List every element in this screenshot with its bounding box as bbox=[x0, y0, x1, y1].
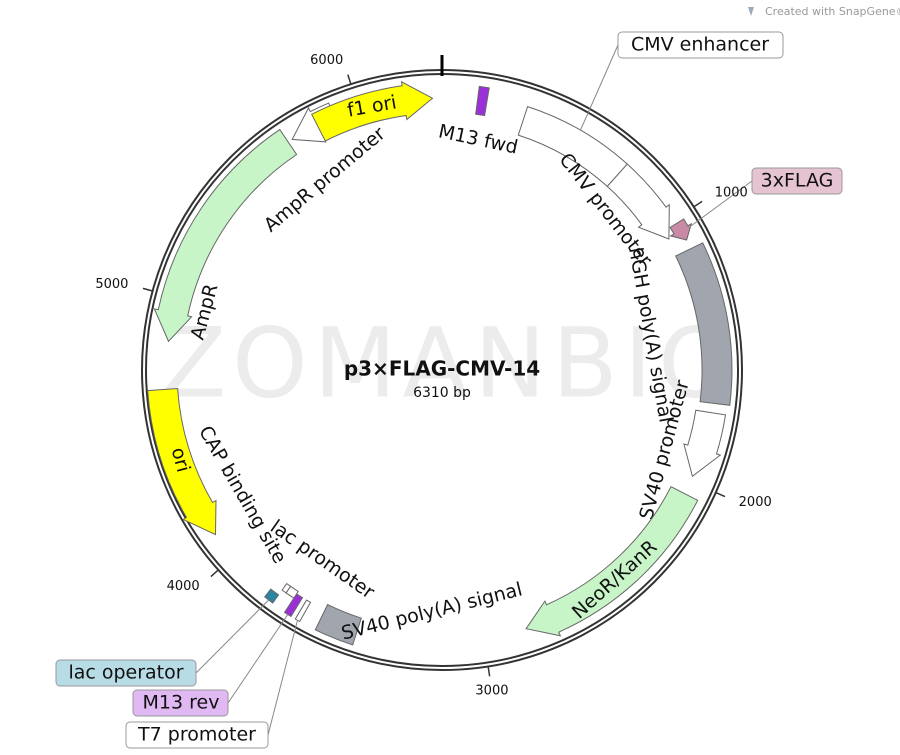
label-box bbox=[751, 167, 843, 195]
feature bbox=[675, 242, 733, 406]
label-box bbox=[125, 721, 269, 749]
leader-line bbox=[195, 599, 270, 674]
feature bbox=[263, 588, 280, 604]
watermark: ZOMANBIO bbox=[160, 307, 739, 419]
leader-line bbox=[267, 620, 298, 736]
feature bbox=[311, 80, 434, 142]
tick-label: 5000 bbox=[95, 277, 128, 292]
tick-mark bbox=[210, 569, 219, 578]
credit-icon bbox=[748, 7, 754, 16]
feature-label: T7 promoter bbox=[137, 724, 256, 746]
feature bbox=[281, 582, 292, 594]
plasmid-size: 6310 bp bbox=[413, 385, 471, 401]
credit: Created with SnapGene® bbox=[765, 5, 900, 18]
feature-label: M13 rev bbox=[143, 692, 220, 714]
plasmid-name: p3×FLAG-CMV-14 bbox=[344, 357, 540, 381]
feature bbox=[669, 218, 693, 241]
feature bbox=[294, 599, 312, 623]
leader-line bbox=[227, 614, 289, 704]
feature-label: 3xFLAG bbox=[761, 170, 834, 192]
tick-mark bbox=[142, 287, 153, 292]
tick-mark bbox=[487, 666, 491, 677]
tick-mark bbox=[693, 200, 703, 208]
tick-label: 2000 bbox=[739, 495, 772, 510]
label-box bbox=[617, 31, 784, 59]
feature bbox=[606, 163, 670, 240]
tick-label: 1000 bbox=[715, 186, 748, 201]
leader-line bbox=[688, 180, 753, 228]
feature bbox=[525, 486, 699, 637]
feature-label: lac operator bbox=[68, 662, 183, 684]
feature-label: M13 fwd bbox=[436, 120, 519, 158]
feature-label: CMV enhancer bbox=[631, 34, 769, 56]
tick-mark bbox=[347, 74, 352, 85]
feature bbox=[147, 387, 217, 536]
tick-label: 3000 bbox=[475, 684, 508, 699]
feature bbox=[683, 409, 727, 478]
tick-label: 6000 bbox=[310, 53, 343, 68]
feature bbox=[314, 603, 362, 646]
label-box bbox=[55, 659, 197, 687]
tick-mark bbox=[715, 491, 726, 498]
leader-line bbox=[580, 44, 619, 131]
tick-label: 4000 bbox=[167, 579, 200, 594]
feature bbox=[475, 85, 490, 117]
label-box bbox=[132, 689, 229, 717]
feature bbox=[153, 128, 298, 343]
